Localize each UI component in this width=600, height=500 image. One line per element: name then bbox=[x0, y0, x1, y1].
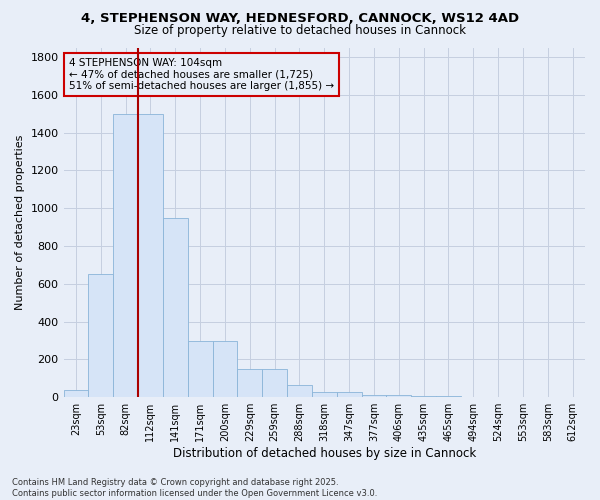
Bar bbox=[262, 369, 287, 397]
Text: Size of property relative to detached houses in Cannock: Size of property relative to detached ho… bbox=[134, 24, 466, 37]
Bar bbox=[88, 274, 113, 397]
Bar bbox=[287, 385, 312, 397]
Bar bbox=[362, 396, 386, 397]
Bar bbox=[411, 396, 436, 397]
Bar bbox=[64, 390, 88, 397]
Bar bbox=[337, 392, 362, 397]
Bar bbox=[386, 396, 411, 397]
Text: Contains HM Land Registry data © Crown copyright and database right 2025.
Contai: Contains HM Land Registry data © Crown c… bbox=[12, 478, 377, 498]
Bar bbox=[436, 396, 461, 397]
Bar bbox=[312, 392, 337, 397]
Text: 4 STEPHENSON WAY: 104sqm
← 47% of detached houses are smaller (1,725)
51% of sem: 4 STEPHENSON WAY: 104sqm ← 47% of detach… bbox=[69, 58, 334, 91]
Bar bbox=[188, 342, 212, 397]
Bar bbox=[163, 218, 188, 397]
Bar bbox=[138, 114, 163, 397]
Text: 4, STEPHENSON WAY, HEDNESFORD, CANNOCK, WS12 4AD: 4, STEPHENSON WAY, HEDNESFORD, CANNOCK, … bbox=[81, 12, 519, 26]
Bar bbox=[113, 114, 138, 397]
Y-axis label: Number of detached properties: Number of detached properties bbox=[15, 134, 25, 310]
X-axis label: Distribution of detached houses by size in Cannock: Distribution of detached houses by size … bbox=[173, 447, 476, 460]
Bar bbox=[238, 369, 262, 397]
Bar bbox=[212, 342, 238, 397]
